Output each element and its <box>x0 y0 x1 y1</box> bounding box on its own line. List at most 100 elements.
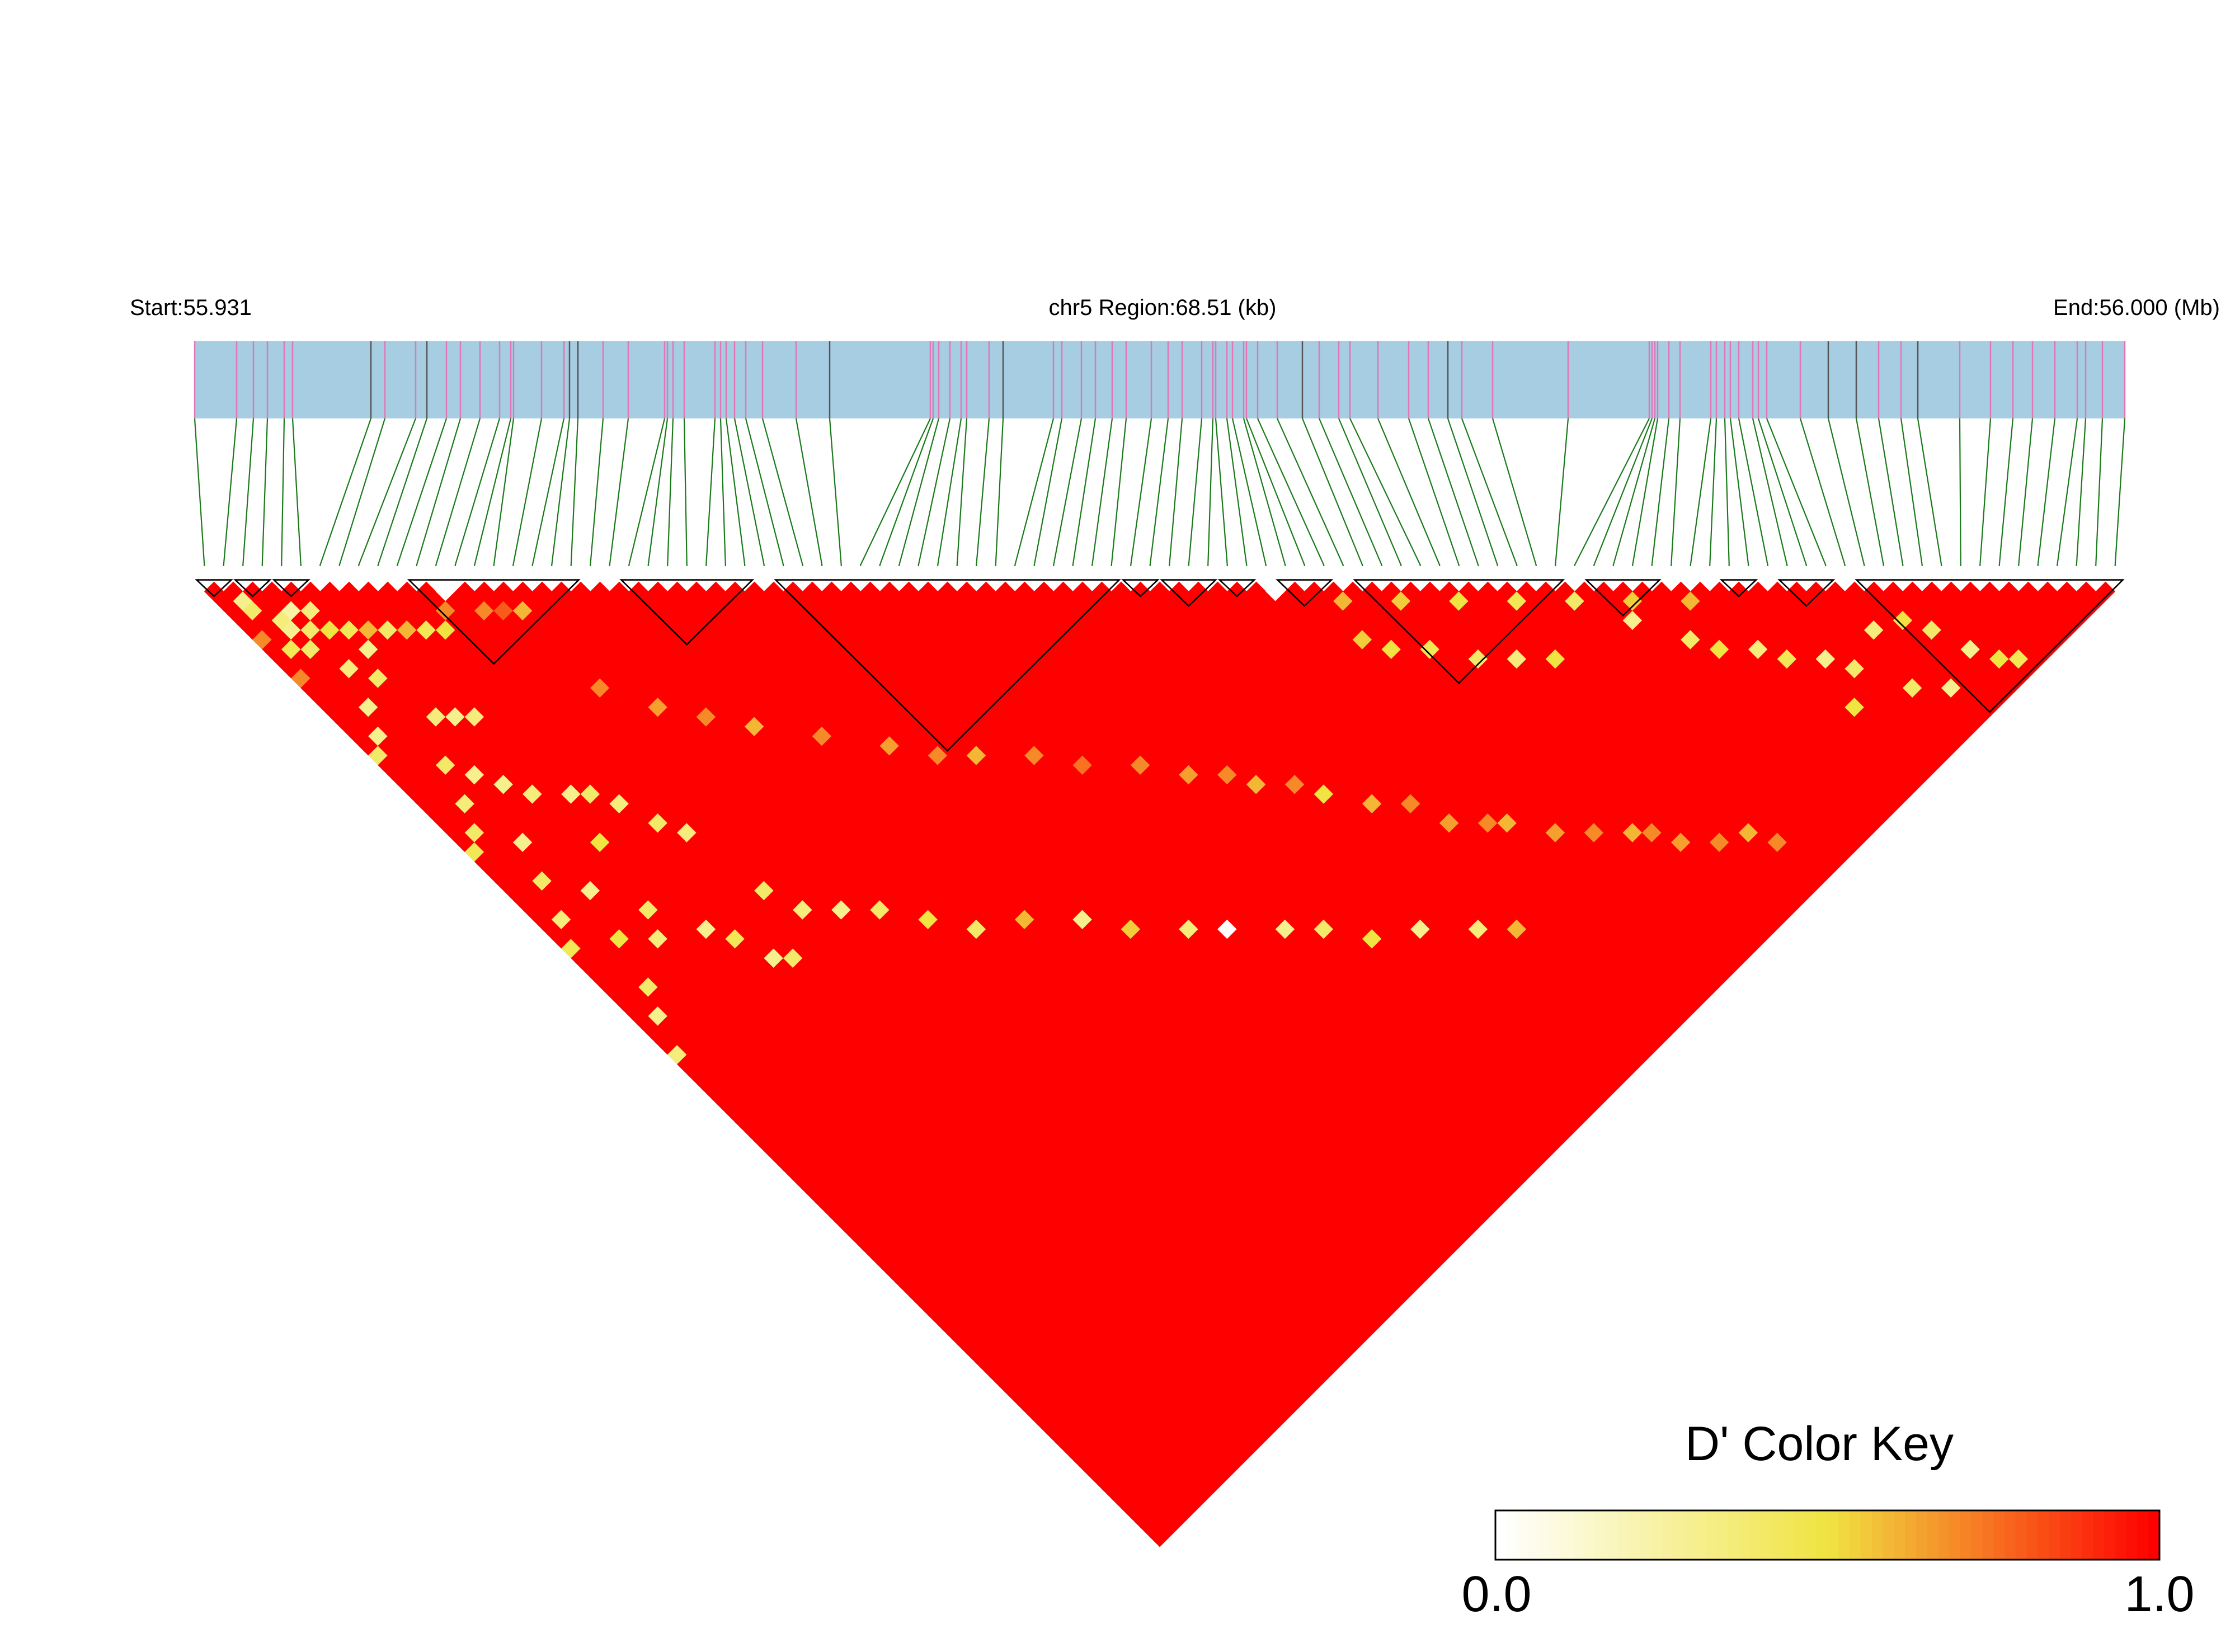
snp-connector <box>1827 418 1865 566</box>
snp-connector <box>879 418 934 566</box>
snp-connector <box>719 418 726 566</box>
snp-connector <box>551 418 571 566</box>
snp-connector <box>1014 418 1055 566</box>
snp-connector <box>397 418 448 566</box>
snp-connector <box>1226 418 1248 566</box>
snp-connector <box>1574 418 1650 566</box>
snp-connector-group <box>194 418 2126 566</box>
region-title: chr5 Region:68.51 (kb) <box>1049 295 1277 320</box>
snp-connector <box>829 418 842 566</box>
snp-connector <box>416 418 462 566</box>
snp-connector <box>1072 418 1097 566</box>
snp-connector <box>570 418 579 566</box>
region-start-label: Start:55.931 <box>130 295 252 320</box>
snp-connector <box>319 418 372 566</box>
snp-connector <box>1799 418 1846 566</box>
snp-connector <box>1671 418 1681 566</box>
snp-connector <box>683 418 688 566</box>
snp-connector <box>1917 418 1942 566</box>
snp-connector <box>2037 418 2056 566</box>
snp-connector <box>242 418 255 566</box>
snp-connector <box>795 418 823 566</box>
snp-connector <box>1998 418 2014 566</box>
snp-connector <box>1752 418 1788 566</box>
region-end-label: End:56.000 (Mb) <box>2053 295 2220 320</box>
snp-connector <box>1427 418 1479 566</box>
snp-connector <box>261 418 269 566</box>
snp-connector <box>761 418 803 566</box>
snp-connector <box>745 418 784 566</box>
snp-connector <box>1338 418 1402 566</box>
snp-connector <box>647 418 669 566</box>
snp-connector <box>1377 418 1441 566</box>
snp-connector <box>1243 418 1286 566</box>
snp-connector <box>1318 418 1382 566</box>
chromosome-track <box>195 341 2125 418</box>
snp-connector <box>1612 418 1656 566</box>
snp-connector <box>1276 418 1344 566</box>
snp-connector <box>1091 418 1113 566</box>
snp-connector <box>667 418 674 566</box>
snp-connector <box>1878 418 1904 566</box>
snp-tick-group <box>194 341 2126 418</box>
snp-connector <box>493 418 515 566</box>
snp-connector <box>1215 418 1228 566</box>
snp-connector <box>194 418 205 566</box>
snp-connector <box>1188 418 1203 566</box>
snp-connector <box>281 418 285 566</box>
snp-connector <box>1149 418 1169 566</box>
snp-connector <box>1301 418 1363 566</box>
snp-connector <box>223 418 238 566</box>
snp-connector <box>976 418 990 566</box>
snp-connector <box>2018 418 2034 566</box>
snp-connector <box>1766 418 1827 566</box>
snp-connector <box>937 418 962 566</box>
snp-connector <box>1207 418 1214 566</box>
snp-connector <box>1111 418 1127 566</box>
snp-connector <box>705 418 716 566</box>
snp-connector <box>2095 418 2104 566</box>
snp-connector <box>2076 418 2087 566</box>
snp-connector <box>1738 418 1768 566</box>
snp-connector <box>474 418 512 566</box>
snp-connector <box>1447 418 1498 566</box>
snp-connector <box>1033 418 1063 566</box>
snp-connector <box>1593 418 1653 566</box>
snp-connector <box>454 418 501 566</box>
snp-connector <box>733 418 765 566</box>
snp-connector <box>917 418 951 566</box>
snp-connector <box>1709 418 1718 566</box>
snp-connector <box>1651 418 1670 566</box>
snp-connector <box>1690 418 1712 566</box>
snp-connector <box>1408 418 1460 566</box>
snp-connector <box>725 418 746 566</box>
snp-connector <box>1979 418 1992 566</box>
snp-connector <box>377 418 428 566</box>
snp-connector <box>590 418 604 566</box>
snp-connector <box>435 418 481 566</box>
snp-connector <box>512 418 543 566</box>
snp-connector <box>1053 418 1083 566</box>
snp-connector <box>1231 418 1267 566</box>
snp-connector <box>338 418 386 566</box>
snp-connector <box>1757 418 1807 566</box>
snp-connector <box>898 418 940 566</box>
snp-connector <box>2057 418 2078 566</box>
ld-heatmap-grid <box>204 581 2116 1547</box>
snp-connector <box>1257 418 1325 566</box>
snp-connector <box>1900 418 1923 566</box>
snp-connector <box>1555 418 1569 566</box>
snp-connector <box>1349 418 1421 566</box>
snp-connector <box>628 418 666 566</box>
snp-connector <box>1855 418 1884 566</box>
snp-connector <box>1724 418 1730 566</box>
snp-connector <box>358 418 417 566</box>
snp-connector <box>1461 418 1518 566</box>
snp-connector <box>860 418 931 566</box>
snp-connector <box>1729 418 1749 566</box>
snp-connector <box>609 418 629 566</box>
snp-connector <box>1130 418 1152 566</box>
snp-connector <box>995 418 1004 566</box>
snp-connector <box>1632 418 1659 566</box>
